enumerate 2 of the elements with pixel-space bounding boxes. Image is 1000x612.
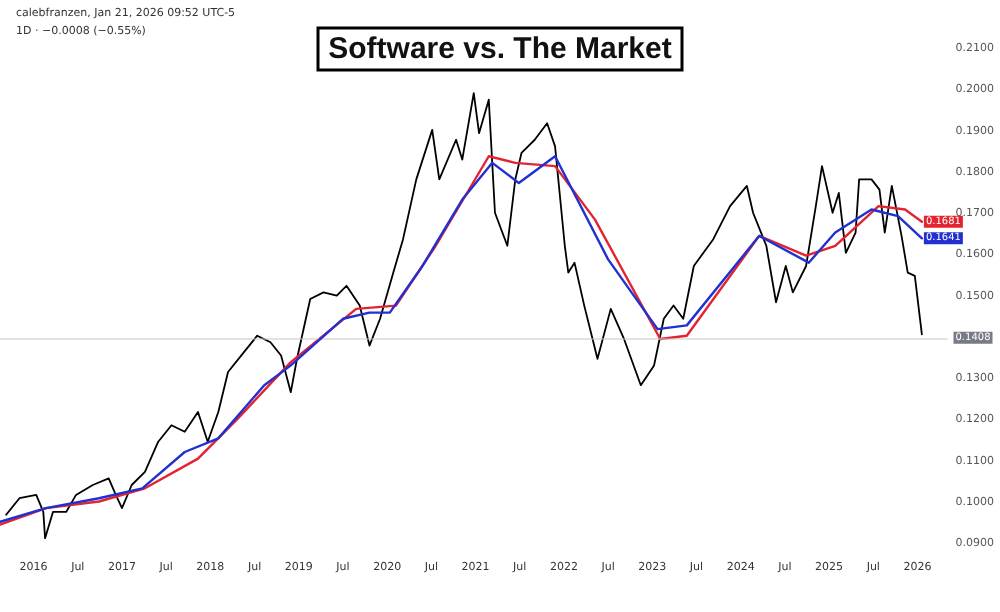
- line-series: [5, 92, 923, 540]
- chart-title: Software vs. The Market: [328, 32, 672, 66]
